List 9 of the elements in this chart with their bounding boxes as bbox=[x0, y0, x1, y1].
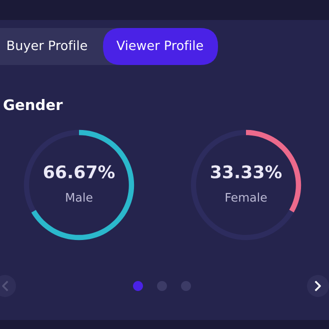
text: Viewer Profile bbox=[116, 40, 203, 50]
data-label: 66.67% bbox=[44, 165, 115, 178]
text: Female bbox=[226, 192, 267, 202]
text: Gender bbox=[4, 98, 63, 110]
text: Buyer Profile bbox=[8, 40, 87, 53]
text: Male bbox=[66, 192, 92, 202]
donut-slice bbox=[190, 130, 294, 240]
donut-slice bbox=[31, 130, 134, 240]
data-label: 33.33% bbox=[211, 165, 282, 178]
